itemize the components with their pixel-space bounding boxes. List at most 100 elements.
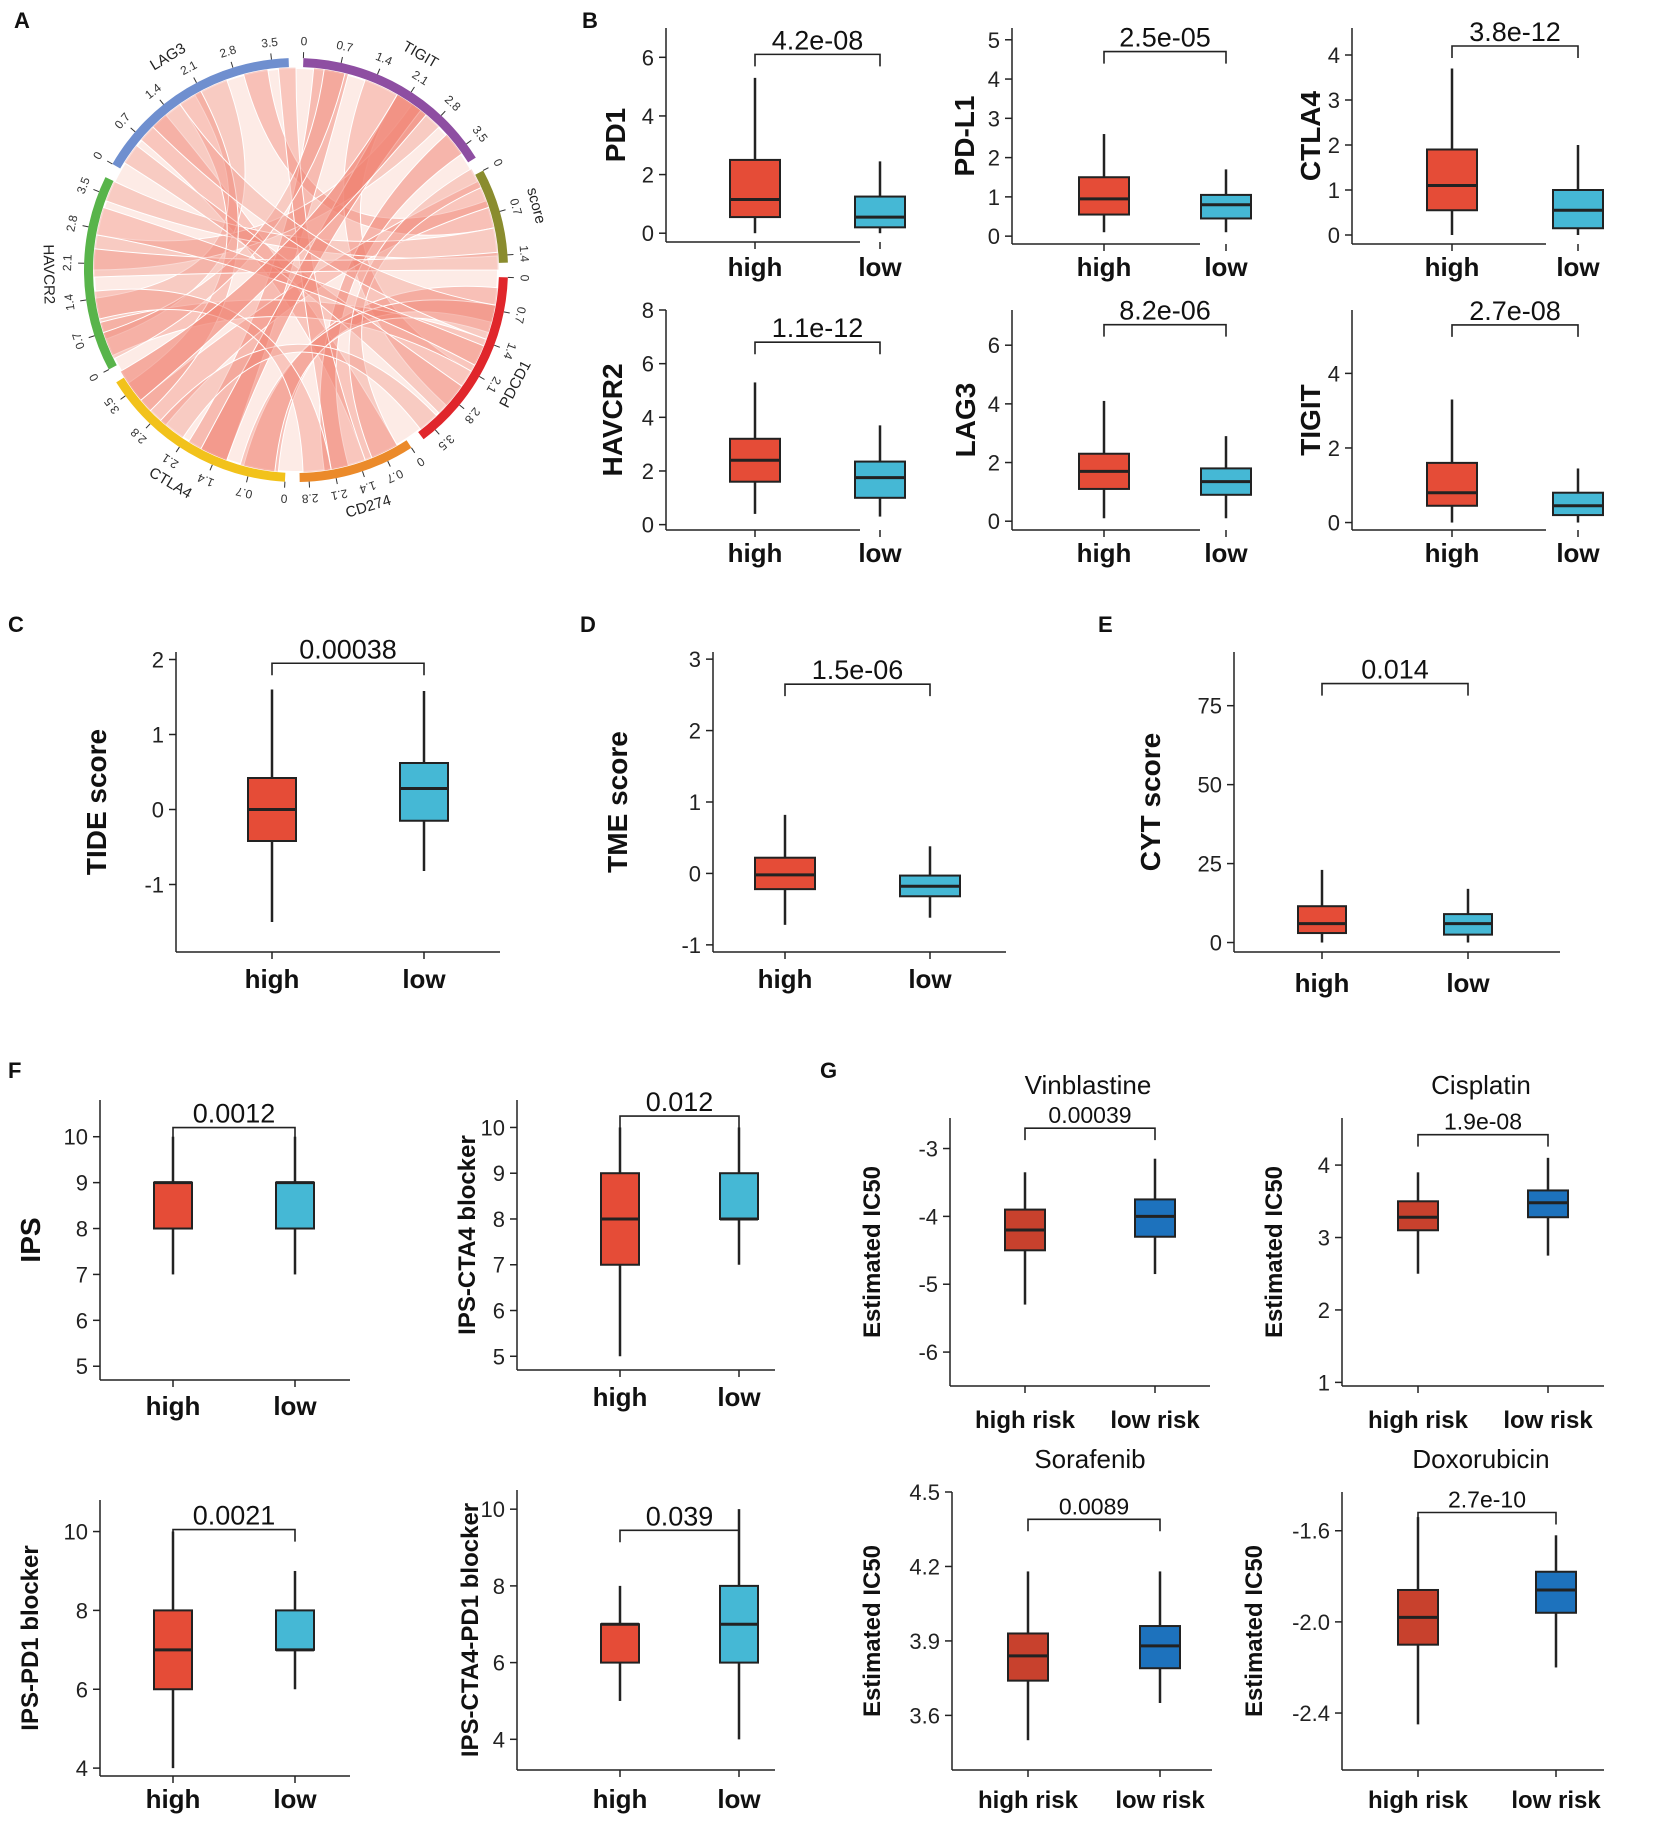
y-tick-label: 4	[642, 104, 654, 129]
iqr-box	[275, 1609, 315, 1651]
chord-ribbon	[348, 167, 483, 459]
y-axis-label: TME score	[602, 731, 633, 873]
y-axis-label: Estimated IC50	[1241, 1545, 1268, 1717]
sector-tick	[145, 423, 151, 429]
y-tick-label: -3	[918, 1137, 938, 1162]
box-low	[899, 846, 961, 918]
sector-tick-label: 3.5	[101, 395, 122, 417]
significance-bracket: 1.1e-12	[754, 313, 881, 355]
sector-tick-label: 2.1	[330, 486, 349, 503]
sector-tick-label: 2.8	[218, 42, 238, 60]
chart-title: Doxorubicin	[1412, 1444, 1549, 1474]
sector-tick	[93, 189, 100, 193]
sector-tick	[82, 225, 89, 228]
y-tick-label: 8	[642, 298, 654, 323]
bracket-line	[1103, 323, 1227, 337]
y-tick-label: 6	[76, 1677, 88, 1702]
y-tick-label: -4	[918, 1204, 938, 1229]
boxplot-10: 5 6 7 8 9 10 high low IPS 0.0012	[15, 1099, 350, 1421]
box-low	[275, 1136, 315, 1275]
x-tick-label: high	[728, 252, 783, 282]
sector-tick	[130, 127, 136, 133]
sector-tick-label: 3.5	[469, 123, 490, 145]
y-tick-label: 4	[1328, 43, 1340, 68]
y-tick-label: 0	[988, 224, 1000, 249]
boxplot-9: 0 25 50 75 high low CYT score 0.014	[1135, 652, 1560, 998]
significance-bracket: 1.9e-08	[1417, 1109, 1549, 1147]
x-tick-label: high	[1077, 538, 1132, 568]
y-tick-label: 50	[1198, 773, 1222, 798]
sector-tick	[335, 478, 338, 485]
iqr-box	[399, 762, 449, 822]
sector-tick-label: 0	[490, 156, 506, 169]
y-tick-label: 3.6	[909, 1703, 940, 1728]
p-value-label: 0.039	[646, 1501, 714, 1531]
sector-tick	[499, 209, 506, 212]
iqr-box	[1297, 905, 1347, 935]
y-tick-label: 0	[1210, 931, 1222, 956]
bracket-line	[172, 1528, 296, 1542]
panel-label-g: G	[820, 1058, 837, 1083]
y-axis-label: LAG3	[950, 383, 981, 458]
y-axis-label: Estimated IC50	[1261, 1166, 1288, 1338]
y-tick-label: 9	[493, 1161, 505, 1186]
y-tick-label: 4	[1318, 1153, 1330, 1178]
panel-label-b: B	[582, 8, 598, 33]
x-tick-label: low	[1556, 252, 1600, 282]
boxplot-13: 4 6 8 10 high low IPS-CTA4-PD1 blocker 0.039	[457, 1490, 775, 1814]
y-tick-label: -6	[918, 1340, 938, 1365]
bracket-line	[754, 341, 881, 355]
y-tick-label: 10	[64, 1520, 88, 1545]
significance-bracket: 2.7e-10	[1417, 1487, 1557, 1525]
x-tick-label: low	[717, 1784, 761, 1814]
p-value-label: 4.2e-08	[772, 25, 864, 55]
box-low	[1443, 888, 1493, 943]
box-low	[1200, 169, 1252, 233]
p-value-label: 0.0012	[193, 1099, 276, 1129]
box-low	[1552, 145, 1604, 235]
sector-tick-label: 0.7	[69, 331, 88, 352]
box-high-risk	[1004, 1172, 1046, 1305]
iqr-box	[153, 1181, 193, 1230]
y-tick-label: 6	[76, 1308, 88, 1333]
y-tick-label: -2.0	[1292, 1610, 1330, 1635]
x-tick-label: high	[1425, 252, 1480, 282]
box-low	[854, 161, 906, 234]
boxplot-11: 5 6 7 8 9 10 high low IPS-CTA4 blocker 0.012	[454, 1087, 775, 1412]
sector-arc	[475, 170, 508, 263]
p-value-label: 0.0021	[193, 1501, 276, 1531]
panel-label-c: C	[8, 612, 24, 637]
y-tick-label: 4	[988, 392, 1000, 417]
y-tick-label: 4	[1328, 361, 1340, 386]
p-value-label: 0.014	[1361, 655, 1429, 685]
sector-tick-label: 1.4	[517, 245, 532, 263]
sector-tick-label: 2.8	[63, 214, 80, 234]
box-low	[1552, 468, 1604, 523]
box-high	[247, 689, 297, 922]
box-low	[275, 1570, 315, 1690]
x-tick-label: low risk	[1115, 1787, 1205, 1814]
sector-label: score	[523, 186, 549, 226]
y-axis-label: Estimated IC50	[859, 1166, 886, 1338]
sector-tick	[387, 460, 391, 467]
x-tick-label: low	[1556, 538, 1600, 568]
p-value-label: 1.5e-06	[812, 655, 904, 685]
p-value-label: 3.8e-12	[1469, 17, 1561, 47]
iqr-box	[854, 195, 906, 229]
chart-title: Sorafenib	[1034, 1444, 1145, 1474]
y-tick-label: 8	[493, 1207, 505, 1232]
sector-tick-label: 1.4	[374, 49, 395, 68]
boxplot-12: 4 6 8 10 high low IPS-PD1 blocker 0.0021	[17, 1500, 350, 1814]
sector-label: HAVCR2	[40, 244, 58, 304]
bracket-line	[1103, 50, 1227, 64]
bracket-line	[172, 1126, 296, 1140]
y-tick-label: 4	[642, 405, 654, 430]
y-tick-label: 1	[1328, 178, 1340, 203]
y-axis-label: CTLA4	[1295, 90, 1326, 181]
bracket-line	[1321, 682, 1469, 696]
bracket-line	[1451, 324, 1579, 337]
y-tick-label: 8	[76, 1598, 88, 1623]
significance-bracket: 0.014	[1321, 655, 1469, 696]
bracket-line	[619, 1115, 740, 1129]
